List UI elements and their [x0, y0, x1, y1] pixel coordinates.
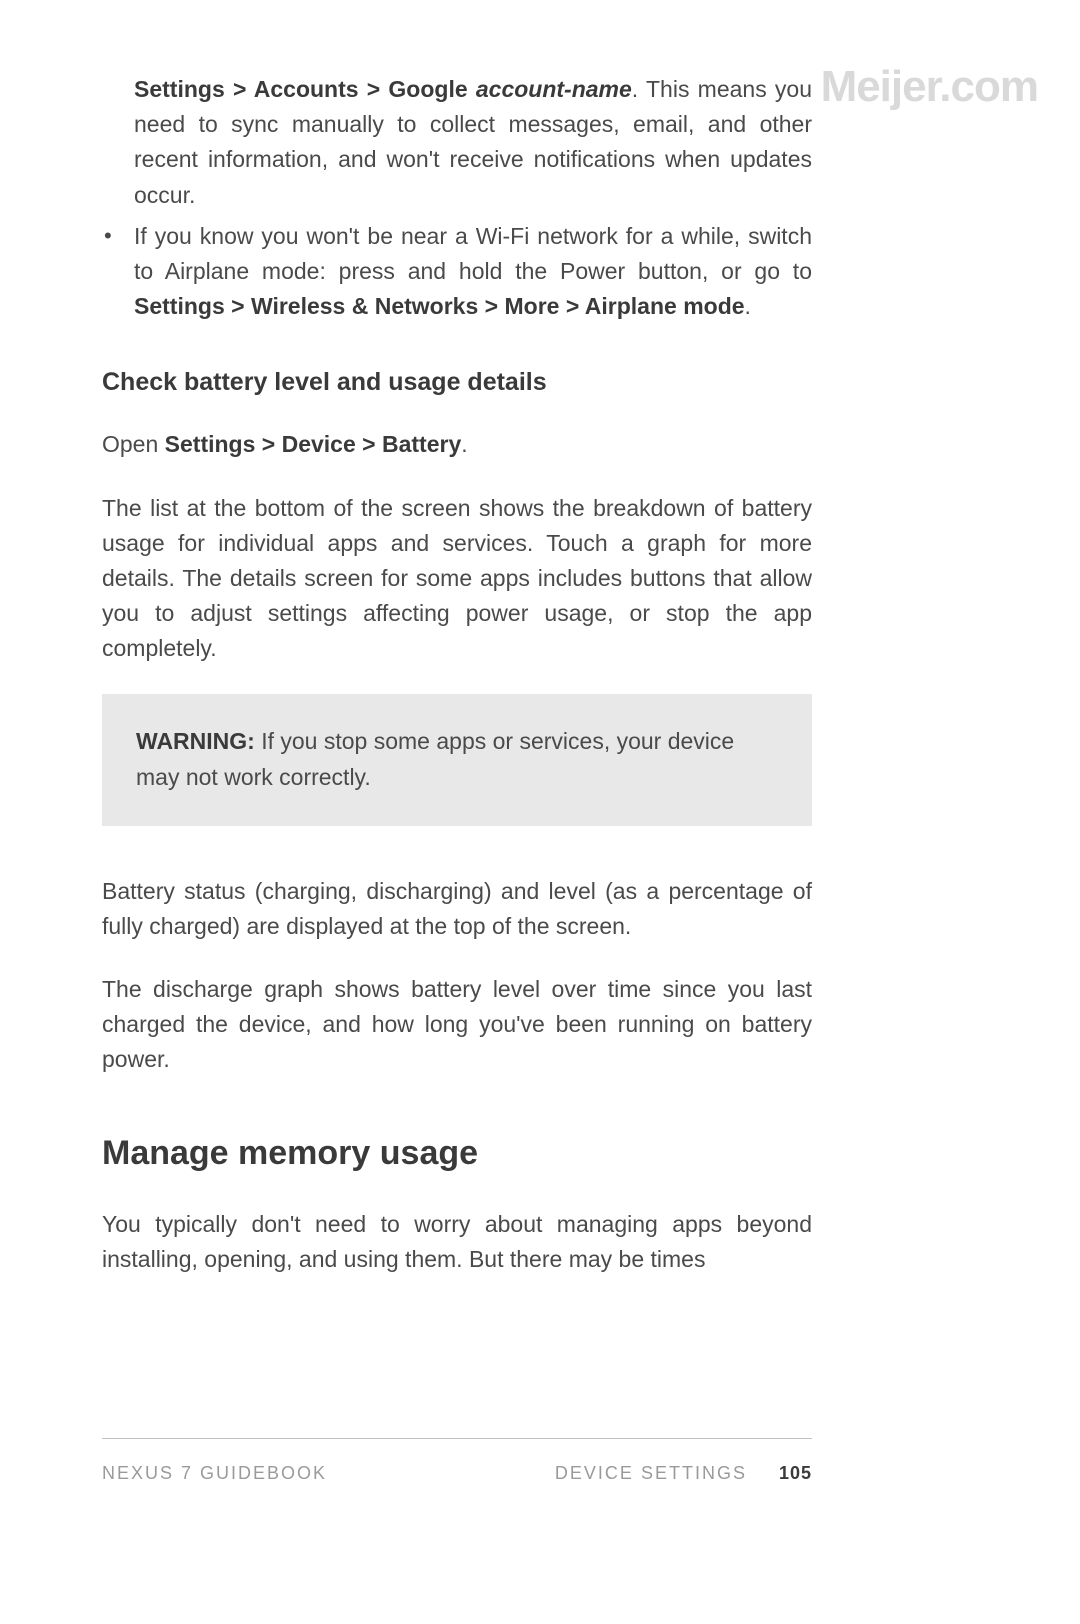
page-number: 105: [779, 1463, 812, 1484]
watermark: Meijer.com: [821, 62, 1038, 112]
paragraph-battery-status: Battery status (charging, discharging) a…: [102, 874, 812, 944]
page-content: Settings > Accounts > Google account-nam…: [102, 72, 812, 1305]
bullet2-lead: If you know you won't be near a Wi-Fi ne…: [134, 223, 812, 284]
page-footer: NEXUS 7 GUIDEBOOK DEVICE SETTINGS 105: [102, 1438, 812, 1484]
paragraph-discharge-graph: The discharge graph shows battery level …: [102, 972, 812, 1078]
bullet-dot-icon: •: [104, 219, 112, 253]
account-name-placeholder: account-name: [476, 76, 632, 102]
footer-right-group: DEVICE SETTINGS 105: [555, 1463, 812, 1484]
open-tail: .: [461, 431, 467, 457]
warning-label: WARNING:: [136, 728, 255, 754]
open-lead: Open: [102, 431, 165, 457]
footer-book-title: NEXUS 7 GUIDEBOOK: [102, 1463, 327, 1484]
bullet-airplane-mode: • If you know you won't be near a Wi-Fi …: [134, 219, 812, 325]
heading-manage-memory: Manage memory usage: [102, 1134, 812, 1173]
nav-path-airplane: Settings > Wireless & Networks > More > …: [134, 293, 745, 319]
paragraph-battery-breakdown: The list at the bottom of the screen sho…: [102, 491, 812, 667]
nav-path-accounts: Settings > Accounts > Google: [134, 76, 476, 102]
bullet-continuation: Settings > Accounts > Google account-nam…: [134, 72, 812, 213]
warning-box: WARNING: If you stop some apps or servic…: [102, 694, 812, 825]
bullet2-tail: .: [745, 293, 751, 319]
nav-path-battery: Settings > Device > Battery: [165, 431, 462, 457]
subheading-battery: Check battery level and usage details: [102, 368, 812, 397]
paragraph-memory-intro: You typically don't need to worry about …: [102, 1207, 812, 1277]
footer-section-name: DEVICE SETTINGS: [555, 1463, 747, 1484]
open-settings-line: Open Settings > Device > Battery.: [102, 427, 812, 462]
